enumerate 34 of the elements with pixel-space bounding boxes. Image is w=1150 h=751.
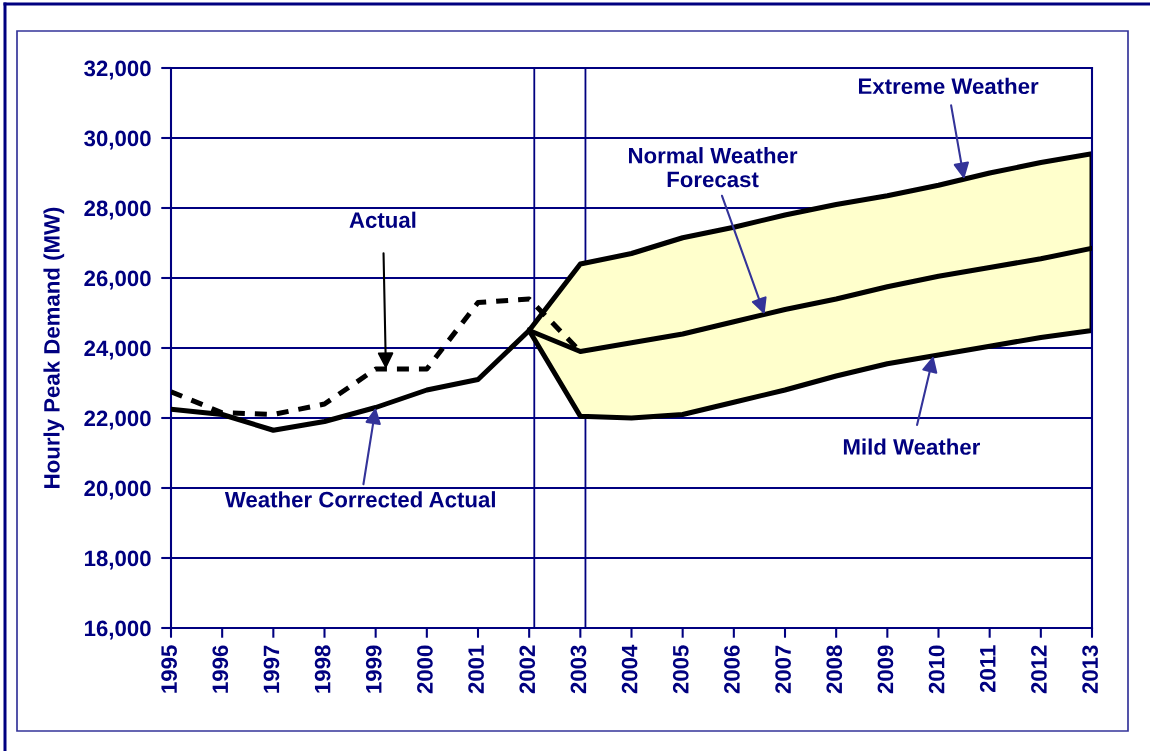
x-tick-label: 1999 [365, 645, 382, 693]
annotation: Mild Weather [843, 438, 980, 455]
x-tick-label: 2007 [775, 645, 791, 694]
x-tick-label: 1995 [161, 645, 177, 693]
x-tick-label: 2008 [826, 645, 843, 694]
x-tick-label: 2002 [519, 645, 536, 694]
y-axis-title: Hourly Peak Demand (MW) [43, 207, 65, 488]
x-tick-label: 2011 [979, 645, 996, 693]
x-tick-label: 1997 [263, 645, 280, 693]
y-tick-label: 26,000 [84, 270, 151, 290]
x-tick-label: 1998 [314, 645, 331, 693]
y-tick-label: 20,000 [84, 480, 151, 500]
y-tick-label: 18,000 [84, 550, 151, 570]
x-tick-label: 1996 [212, 645, 229, 693]
x-tick-label: 2012 [1031, 645, 1047, 694]
annotation: Normal Weather Forecast [629, 147, 798, 188]
y-tick-label: 28,000 [84, 200, 151, 220]
annotation: Actual [349, 211, 416, 228]
x-tick-label: 2001 [468, 645, 484, 694]
annotation: Extreme Weather [858, 77, 1039, 95]
annotation: Weather Corrected Actual [224, 491, 495, 508]
y-tick-label: 24,000 [84, 340, 151, 360]
x-tick-label: 2004 [621, 644, 638, 694]
y-tick-label: 32,000 [84, 60, 151, 80]
x-tick-label: 2000 [417, 645, 433, 694]
x-tick-label: 2005 [672, 645, 689, 694]
y-tick-label: 16,000 [84, 620, 151, 640]
x-tick-label: 2006 [724, 645, 740, 694]
x-tick-label: 2009 [877, 645, 894, 694]
x-tick-label: 2013 [1082, 645, 1098, 694]
y-tick-label: 30,000 [84, 130, 151, 150]
y-tick-label: 22,000 [84, 410, 151, 430]
x-tick-label: 2003 [570, 645, 587, 694]
x-tick-label: 2010 [928, 645, 945, 694]
